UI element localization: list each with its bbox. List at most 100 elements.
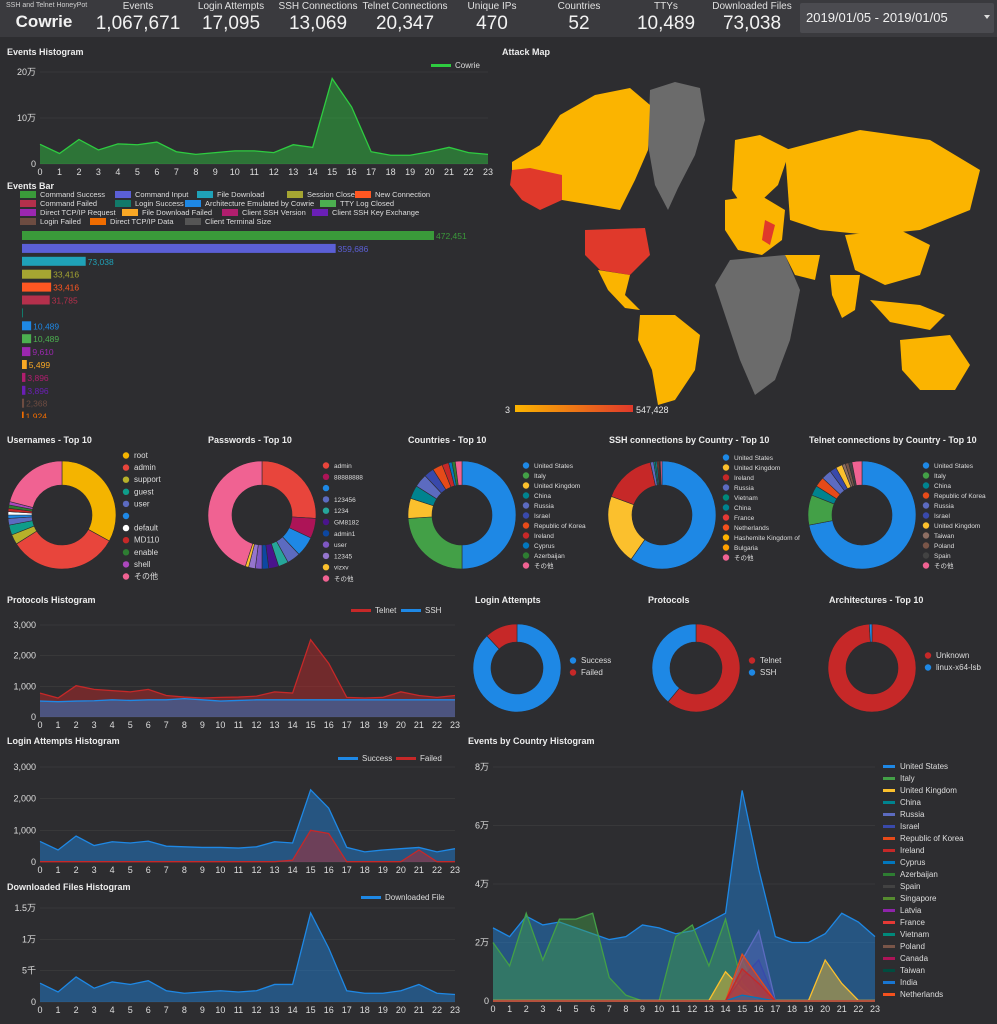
x-tick-label: 22 bbox=[853, 1004, 863, 1014]
legend-label: Cowrie bbox=[455, 61, 480, 70]
bar-value-label: 31,785 bbox=[52, 296, 78, 306]
donut-slice bbox=[15, 529, 110, 570]
legend-label: SSH bbox=[425, 606, 442, 615]
legend-dot bbox=[322, 575, 330, 582]
legend-dot bbox=[722, 454, 730, 461]
x-tick-label: 5 bbox=[135, 167, 140, 177]
legend-swatch bbox=[883, 801, 895, 804]
y-tick-label: 0 bbox=[31, 712, 36, 722]
legend-label: United States bbox=[534, 463, 574, 470]
legend-swatch bbox=[883, 885, 895, 888]
legend-label: Telnet bbox=[375, 606, 397, 615]
attack-map[interactable]: 3 547,428 bbox=[500, 60, 995, 420]
stat-value: 73,038 bbox=[722, 13, 782, 34]
legend-dot bbox=[922, 502, 930, 509]
legend-label: vizxv bbox=[334, 565, 349, 572]
y-tick-label: 3,000 bbox=[13, 762, 36, 772]
x-tick-label: 13 bbox=[270, 720, 280, 730]
legend-dot bbox=[924, 652, 932, 659]
legend-label: Architecture Emulated by Cowrie bbox=[205, 199, 314, 208]
x-tick-label: 2 bbox=[524, 1004, 529, 1014]
y-tick-label: 2,000 bbox=[13, 794, 36, 804]
x-tick-label: 5 bbox=[128, 865, 133, 875]
x-tick-label: 5 bbox=[128, 720, 133, 730]
legend-label: Poland bbox=[934, 543, 955, 550]
legend-dot bbox=[322, 484, 330, 492]
legend-label: Republic of Korea bbox=[534, 523, 586, 530]
stat-label: SSH Connections bbox=[278, 1, 358, 12]
legend-label: linux-x64-lsb bbox=[936, 663, 981, 672]
bar-value-label: 359,686 bbox=[338, 244, 369, 254]
series-line bbox=[39, 638, 456, 699]
x-tick-label: 9 bbox=[200, 865, 205, 875]
legend-swatch bbox=[883, 897, 895, 900]
series-area bbox=[493, 913, 875, 1001]
legend-dot bbox=[122, 524, 130, 532]
x-tick-label: 19 bbox=[378, 1005, 388, 1015]
legend-swatch bbox=[883, 957, 895, 960]
bar bbox=[22, 269, 52, 279]
x-tick-label: 20 bbox=[396, 1005, 406, 1015]
donut-slice bbox=[630, 460, 717, 570]
legend-swatch bbox=[20, 218, 36, 225]
legend-dot bbox=[122, 537, 130, 544]
legend-swatch bbox=[883, 789, 895, 792]
x-tick-label: 9 bbox=[213, 167, 218, 177]
legend-label: United Kingdom bbox=[534, 483, 580, 490]
usernames-title: Usernames - Top 10 bbox=[7, 435, 92, 445]
legend-label: Client SSH Key Exchange bbox=[332, 208, 419, 217]
bar bbox=[22, 256, 86, 266]
passwords-donut-chart: admin 88888888 123456 1234 GM8182 admin1 user 1… bbox=[207, 460, 363, 583]
x-tick-label: 6 bbox=[146, 865, 151, 875]
y-tick-label: 2,000 bbox=[13, 651, 36, 661]
date-range-picker[interactable]: 2019/01/05 - 2019/01/05 bbox=[800, 3, 994, 33]
map-legend-gradient bbox=[515, 405, 633, 412]
x-tick-label: 13 bbox=[704, 1004, 714, 1014]
x-tick-label: 17 bbox=[770, 1004, 780, 1014]
telnet-country-title: Telnet connections by Country - Top 10 bbox=[809, 435, 977, 445]
legend-label: Vietnam bbox=[900, 930, 930, 939]
legend-label: guest bbox=[134, 487, 154, 496]
x-tick-label: 12 bbox=[252, 865, 262, 875]
map-region-greenland bbox=[648, 82, 705, 210]
legend-label: Russia bbox=[934, 503, 954, 510]
telnet-country-donut-chart: United States Italy China Republic of Korea… bbox=[807, 460, 986, 570]
legend-label: Direct TCP/IP Request bbox=[40, 208, 117, 217]
x-tick-label: 21 bbox=[414, 1005, 424, 1015]
stat-ssh-connections: SSH Connections 13,069 bbox=[268, 0, 368, 35]
legend-swatch bbox=[90, 218, 106, 225]
legend-label: Netherlands bbox=[900, 990, 943, 999]
legend-label: Client Terminal Size bbox=[205, 217, 271, 226]
legend-label: File Download bbox=[217, 190, 265, 199]
x-tick-label: 0 bbox=[37, 720, 42, 730]
x-tick-label: 15 bbox=[306, 865, 316, 875]
legend-label: United Kingdom bbox=[734, 465, 780, 472]
legend-label: 123456 bbox=[334, 497, 356, 504]
legend-swatch bbox=[20, 200, 36, 207]
legend-swatch bbox=[338, 757, 358, 760]
legend-label: 88888888 bbox=[334, 474, 363, 481]
protocols-donut-chart: Telnet SSH bbox=[651, 623, 782, 713]
legend-label: GM8182 bbox=[334, 520, 359, 527]
legend-dot bbox=[322, 507, 330, 514]
bar bbox=[22, 347, 31, 357]
legend-swatch bbox=[883, 933, 895, 936]
donut-slice bbox=[651, 623, 697, 703]
x-tick-label: 18 bbox=[360, 1005, 370, 1015]
series-line bbox=[39, 77, 489, 156]
x-tick-label: 6 bbox=[146, 720, 151, 730]
x-tick-label: 19 bbox=[405, 167, 415, 177]
map-region-mexico bbox=[598, 270, 640, 310]
legend-label: Russia bbox=[534, 503, 554, 510]
legend-label: France bbox=[734, 515, 755, 522]
stat-label: Telnet Connections bbox=[362, 1, 448, 12]
legend-label: United States bbox=[734, 455, 774, 462]
x-tick-label: 1 bbox=[56, 720, 61, 730]
legend-swatch bbox=[883, 849, 895, 852]
legend-dot bbox=[922, 482, 930, 489]
bar bbox=[22, 372, 26, 382]
legend-dot bbox=[522, 552, 530, 559]
x-tick-label: 0 bbox=[37, 865, 42, 875]
legend-label: Italy bbox=[934, 473, 947, 480]
